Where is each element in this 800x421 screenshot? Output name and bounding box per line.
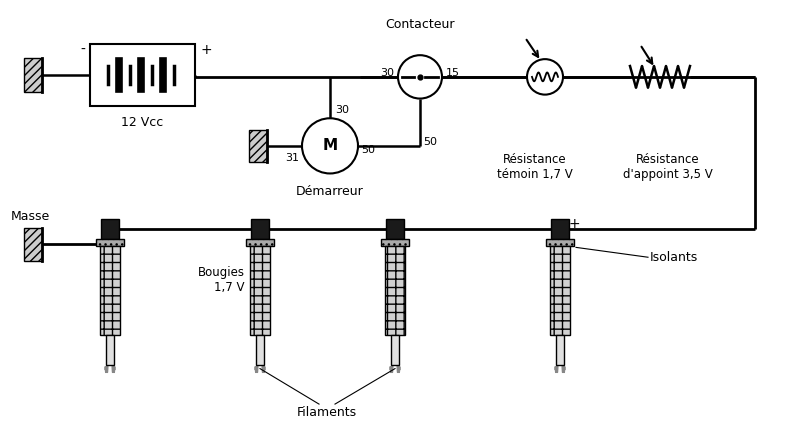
Bar: [106, 335, 114, 365]
Text: +: +: [568, 217, 580, 231]
Bar: [546, 239, 574, 246]
Bar: [386, 219, 404, 239]
Text: 50: 50: [361, 145, 375, 155]
Bar: [90, 44, 195, 107]
Text: 12 Vcc: 12 Vcc: [121, 116, 163, 129]
Bar: [100, 246, 120, 335]
Bar: [101, 219, 119, 239]
Text: M: M: [322, 139, 338, 153]
Text: Démarreur: Démarreur: [296, 185, 364, 198]
Bar: [550, 246, 570, 335]
Text: 30: 30: [335, 105, 349, 115]
Bar: [96, 239, 124, 246]
Bar: [556, 335, 564, 365]
Text: 50: 50: [423, 137, 437, 147]
Bar: [24, 228, 42, 261]
Circle shape: [527, 59, 563, 95]
Text: Résistance
d'appoint 3,5 V: Résistance d'appoint 3,5 V: [623, 153, 713, 181]
Bar: [391, 335, 399, 365]
Text: Bougies
1,7 V: Bougies 1,7 V: [198, 266, 245, 294]
Bar: [251, 219, 269, 239]
Text: +: +: [200, 43, 212, 57]
Text: 31: 31: [285, 153, 299, 163]
Circle shape: [398, 55, 442, 99]
Text: Résistance
témoin 1,7 V: Résistance témoin 1,7 V: [497, 153, 573, 181]
Text: 15: 15: [446, 68, 460, 78]
Text: Contacteur: Contacteur: [386, 18, 454, 31]
Bar: [381, 239, 409, 246]
Text: Filaments: Filaments: [297, 406, 357, 419]
Bar: [551, 219, 569, 239]
Text: -: -: [80, 43, 85, 57]
Circle shape: [302, 118, 358, 173]
Bar: [246, 239, 274, 246]
Bar: [385, 246, 405, 335]
Text: Isolants: Isolants: [650, 251, 698, 264]
Text: 30: 30: [380, 68, 394, 78]
Bar: [256, 335, 264, 365]
Bar: [249, 130, 267, 162]
Text: Masse: Masse: [10, 210, 50, 223]
Bar: [250, 246, 270, 335]
Bar: [24, 58, 42, 92]
